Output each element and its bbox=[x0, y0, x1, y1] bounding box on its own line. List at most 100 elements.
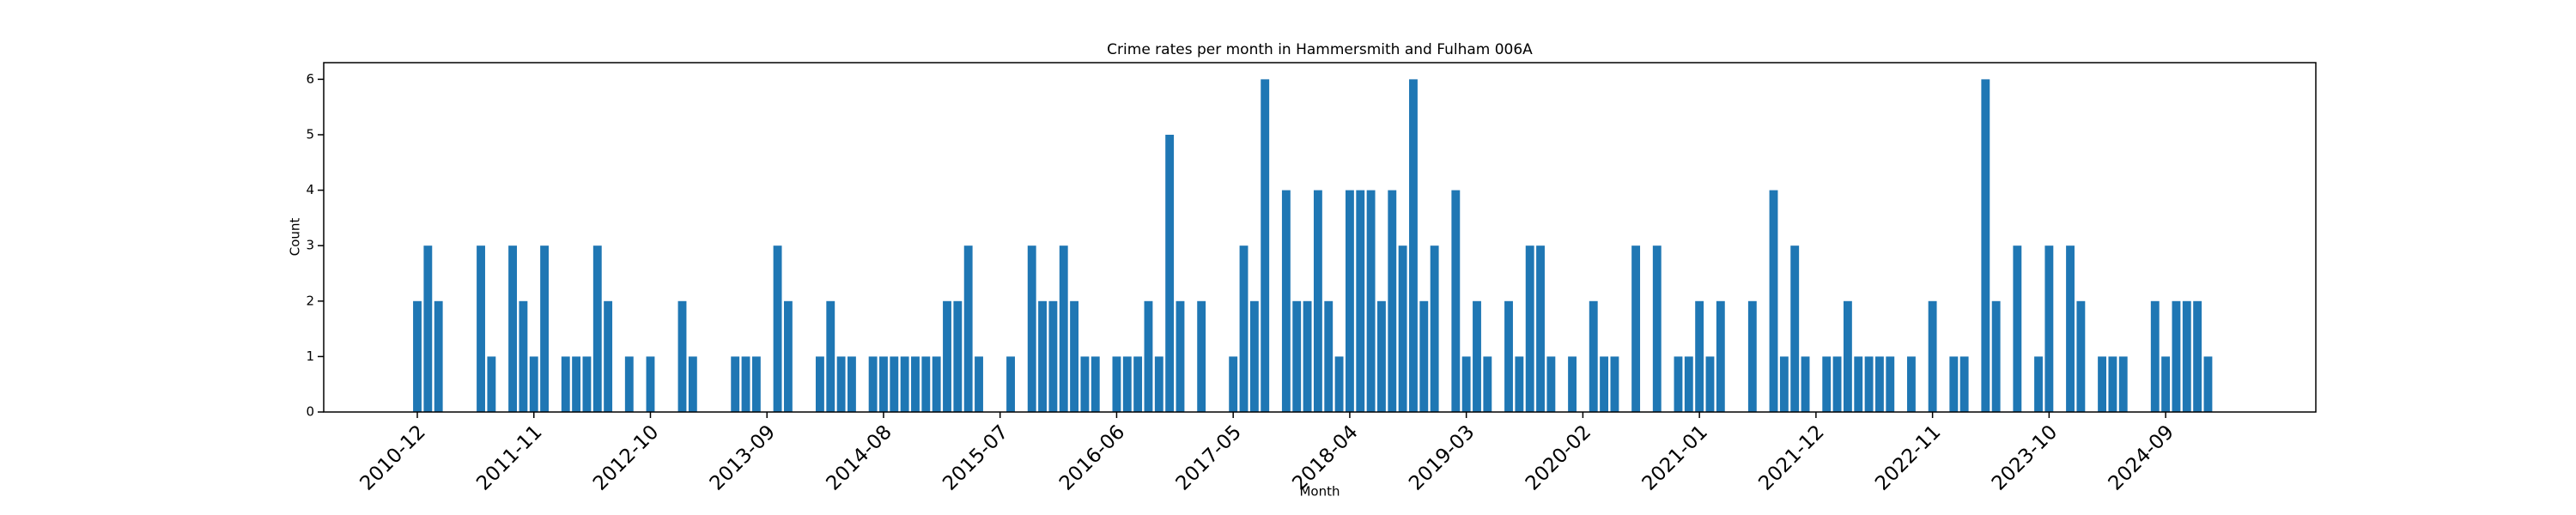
bar bbox=[1695, 300, 1704, 412]
bar bbox=[2172, 300, 2181, 412]
bar bbox=[879, 356, 888, 412]
y-tick-label: 6 bbox=[306, 71, 314, 87]
chart-title: Crime rates per month in Hammersmith and… bbox=[1107, 41, 1533, 58]
bar bbox=[1451, 190, 1461, 413]
bar bbox=[1705, 356, 1715, 412]
bar bbox=[1959, 356, 1969, 412]
bar bbox=[1652, 245, 1662, 412]
bar bbox=[1779, 356, 1789, 412]
y-tick-label: 0 bbox=[306, 404, 314, 420]
bar bbox=[1334, 356, 1344, 412]
bar bbox=[1038, 300, 1047, 412]
bar bbox=[1631, 245, 1641, 412]
x-tick-label: 2019-03 bbox=[1405, 421, 1479, 494]
bar bbox=[1091, 356, 1100, 412]
bar bbox=[1070, 300, 1079, 412]
bar bbox=[1398, 245, 1407, 412]
bar bbox=[1546, 356, 1556, 412]
bar bbox=[1483, 356, 1492, 412]
bar bbox=[2108, 356, 2117, 412]
bar bbox=[2150, 300, 2160, 412]
x-tick-label: 2021-01 bbox=[1638, 421, 1712, 494]
y-tick-label: 3 bbox=[306, 238, 314, 253]
bar bbox=[848, 356, 856, 412]
bar bbox=[1229, 356, 1238, 412]
y-tick-label: 2 bbox=[306, 293, 314, 308]
bar bbox=[1981, 79, 1990, 412]
bar bbox=[1197, 300, 1206, 412]
bar bbox=[1356, 190, 1365, 413]
bar bbox=[529, 356, 538, 412]
bar bbox=[540, 245, 550, 412]
bar bbox=[1176, 300, 1185, 412]
bar bbox=[1027, 245, 1036, 412]
bar bbox=[2182, 300, 2191, 412]
x-tick-label: 2013-09 bbox=[706, 421, 780, 494]
bar bbox=[731, 356, 740, 412]
bar bbox=[1165, 134, 1175, 412]
bar bbox=[1769, 190, 1778, 413]
bar bbox=[783, 300, 793, 412]
bar bbox=[1854, 356, 1863, 412]
bar bbox=[975, 356, 983, 412]
bar bbox=[1949, 356, 1959, 412]
bar bbox=[900, 356, 909, 412]
bar bbox=[561, 356, 570, 412]
bar bbox=[2161, 356, 2171, 412]
bar bbox=[1409, 79, 1418, 412]
x-tick-label: 2020-02 bbox=[1522, 421, 1595, 494]
bar bbox=[1122, 356, 1132, 412]
bar bbox=[1822, 356, 1832, 412]
bar bbox=[592, 245, 602, 412]
bar bbox=[751, 356, 761, 412]
bar bbox=[1249, 300, 1259, 412]
bar bbox=[477, 245, 485, 412]
bar bbox=[1345, 190, 1354, 413]
bar bbox=[963, 245, 973, 412]
bar bbox=[953, 300, 963, 412]
bar bbox=[2203, 356, 2213, 412]
bar bbox=[508, 245, 517, 412]
bar bbox=[1133, 356, 1143, 412]
bar bbox=[868, 356, 878, 412]
bar bbox=[741, 356, 750, 412]
bar bbox=[2098, 356, 2106, 412]
x-tick-label: 2023-10 bbox=[1988, 421, 2062, 494]
bar bbox=[943, 300, 951, 412]
bar bbox=[1261, 79, 1270, 412]
bar bbox=[1907, 356, 1916, 412]
bar bbox=[1515, 356, 1524, 412]
bar bbox=[1080, 356, 1090, 412]
bar bbox=[1864, 356, 1874, 412]
bar bbox=[1292, 300, 1302, 412]
bar bbox=[1674, 356, 1683, 412]
bar bbox=[2076, 300, 2086, 412]
y-axis-label: Count bbox=[288, 218, 303, 257]
bar bbox=[487, 356, 496, 412]
bar bbox=[423, 245, 433, 412]
bar bbox=[1388, 190, 1397, 413]
bar bbox=[1801, 356, 1810, 412]
bar bbox=[1525, 245, 1534, 412]
bar bbox=[1281, 190, 1291, 413]
bar bbox=[1048, 300, 1058, 412]
bar bbox=[932, 356, 941, 412]
axes-frame bbox=[323, 62, 2317, 413]
bar bbox=[1716, 300, 1725, 412]
bar bbox=[413, 300, 422, 412]
bar bbox=[2034, 356, 2043, 412]
bar bbox=[1747, 300, 1757, 412]
bar bbox=[1504, 300, 1513, 412]
bar bbox=[1430, 245, 1439, 412]
bar bbox=[1303, 300, 1312, 412]
bar bbox=[1144, 300, 1153, 412]
bar bbox=[1589, 300, 1598, 412]
bar bbox=[2066, 245, 2075, 412]
bar bbox=[2118, 356, 2128, 412]
bar bbox=[582, 356, 592, 412]
bar bbox=[815, 356, 824, 412]
x-tick-label: 2021-12 bbox=[1754, 421, 1828, 494]
bar bbox=[1790, 245, 1800, 412]
